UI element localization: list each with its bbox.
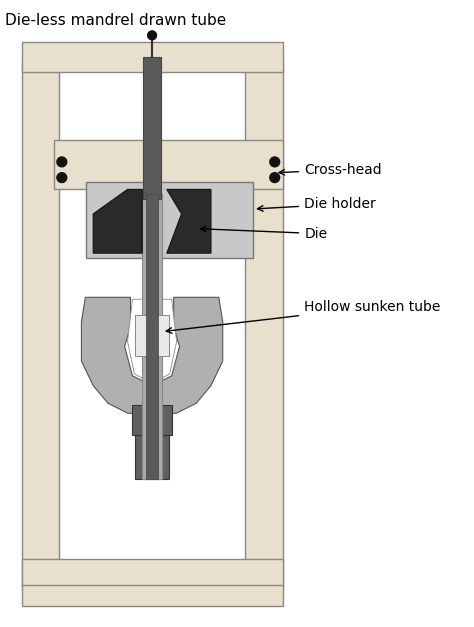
Circle shape	[57, 172, 67, 182]
Bar	[143, 57, 161, 199]
Bar	[22, 585, 283, 606]
Bar	[142, 194, 162, 479]
Bar	[54, 140, 283, 189]
Bar	[22, 42, 283, 71]
Text: Die-less mandrel drawn tube: Die-less mandrel drawn tube	[5, 13, 226, 28]
Bar	[136, 315, 169, 356]
Bar	[136, 435, 169, 479]
Bar	[132, 405, 172, 435]
Bar	[86, 182, 253, 258]
Bar	[22, 62, 59, 587]
Circle shape	[270, 157, 280, 167]
Polygon shape	[167, 189, 211, 253]
Text: Die holder: Die holder	[257, 197, 376, 211]
Text: Cross-head: Cross-head	[279, 163, 382, 177]
Polygon shape	[128, 299, 177, 384]
Bar	[246, 62, 283, 587]
Text: Die: Die	[201, 226, 328, 241]
Circle shape	[148, 31, 156, 40]
Polygon shape	[93, 189, 142, 253]
Bar	[146, 194, 158, 479]
Circle shape	[57, 157, 67, 167]
Circle shape	[270, 172, 280, 182]
Bar	[22, 559, 283, 587]
Polygon shape	[82, 297, 223, 415]
Text: Hollow sunken tube: Hollow sunken tube	[166, 300, 440, 334]
